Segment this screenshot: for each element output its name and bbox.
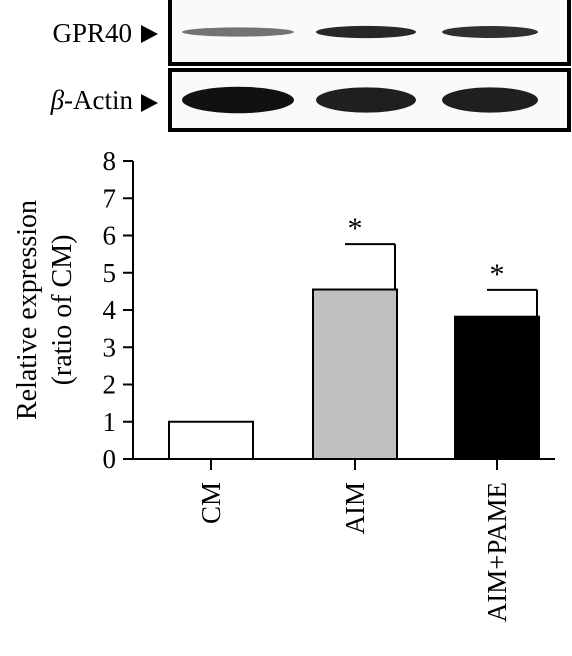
blot-band xyxy=(316,87,416,113)
y-tick-label: 4 xyxy=(103,295,117,325)
arrow-right-icon xyxy=(141,25,158,43)
x-tick-labels: CM AIM AIM+PAME xyxy=(196,482,512,622)
y-axis-label-line2: (ratio of CM) xyxy=(47,235,78,386)
blot-band xyxy=(316,25,416,39)
blot-label-actin: β-Actin xyxy=(50,85,134,115)
blot-label-gpr40: GPR40 xyxy=(52,18,132,48)
blot-band xyxy=(182,86,294,114)
y-tick-label: 1 xyxy=(103,407,117,437)
blot-band xyxy=(442,26,538,38)
x-tick-label: AIM xyxy=(340,482,370,535)
bands-actin xyxy=(182,86,538,114)
significance-marks: ** xyxy=(348,212,505,291)
x-tick-label: AIM+PAME xyxy=(482,482,512,622)
y-tick-label: 2 xyxy=(103,370,117,400)
x-ticks xyxy=(210,459,498,470)
blot-band xyxy=(442,87,538,113)
significance-star: * xyxy=(348,212,363,245)
y-tick-label: 6 xyxy=(103,221,117,251)
arrow-right-icon xyxy=(141,94,158,112)
bar-cm xyxy=(168,420,254,460)
blot-row-actin: β-Actin xyxy=(50,68,571,132)
bar-aim xyxy=(312,288,398,461)
western-blot: GPR40 β-Actin xyxy=(50,0,571,132)
y-axis-label-line1: Relative expression xyxy=(12,200,43,420)
y-tick-label: 8 xyxy=(103,146,117,176)
y-tick-label: 0 xyxy=(103,444,117,474)
bands-gpr40 xyxy=(182,25,538,39)
bars xyxy=(168,288,540,461)
blot-band xyxy=(182,27,294,37)
bar-chart: Relative expression (ratio of CM) 0 1 2 3 4 5… xyxy=(12,146,555,622)
blot-label-actin-greek: β xyxy=(50,85,65,115)
y-tick-label: 5 xyxy=(103,258,117,288)
y-ticks: 0 1 2 3 4 5 6 7 8 xyxy=(103,146,133,474)
y-tick-label: 3 xyxy=(103,332,117,362)
x-tick-label: CM xyxy=(196,482,226,524)
error-bars xyxy=(345,243,538,317)
y-tick-label: 7 xyxy=(103,183,117,213)
blot-label-actin-text: -Actin xyxy=(64,85,133,115)
blot-row-gpr40: GPR40 xyxy=(52,0,571,66)
bar-aim-pame xyxy=(454,315,540,460)
significance-star: * xyxy=(490,258,505,291)
